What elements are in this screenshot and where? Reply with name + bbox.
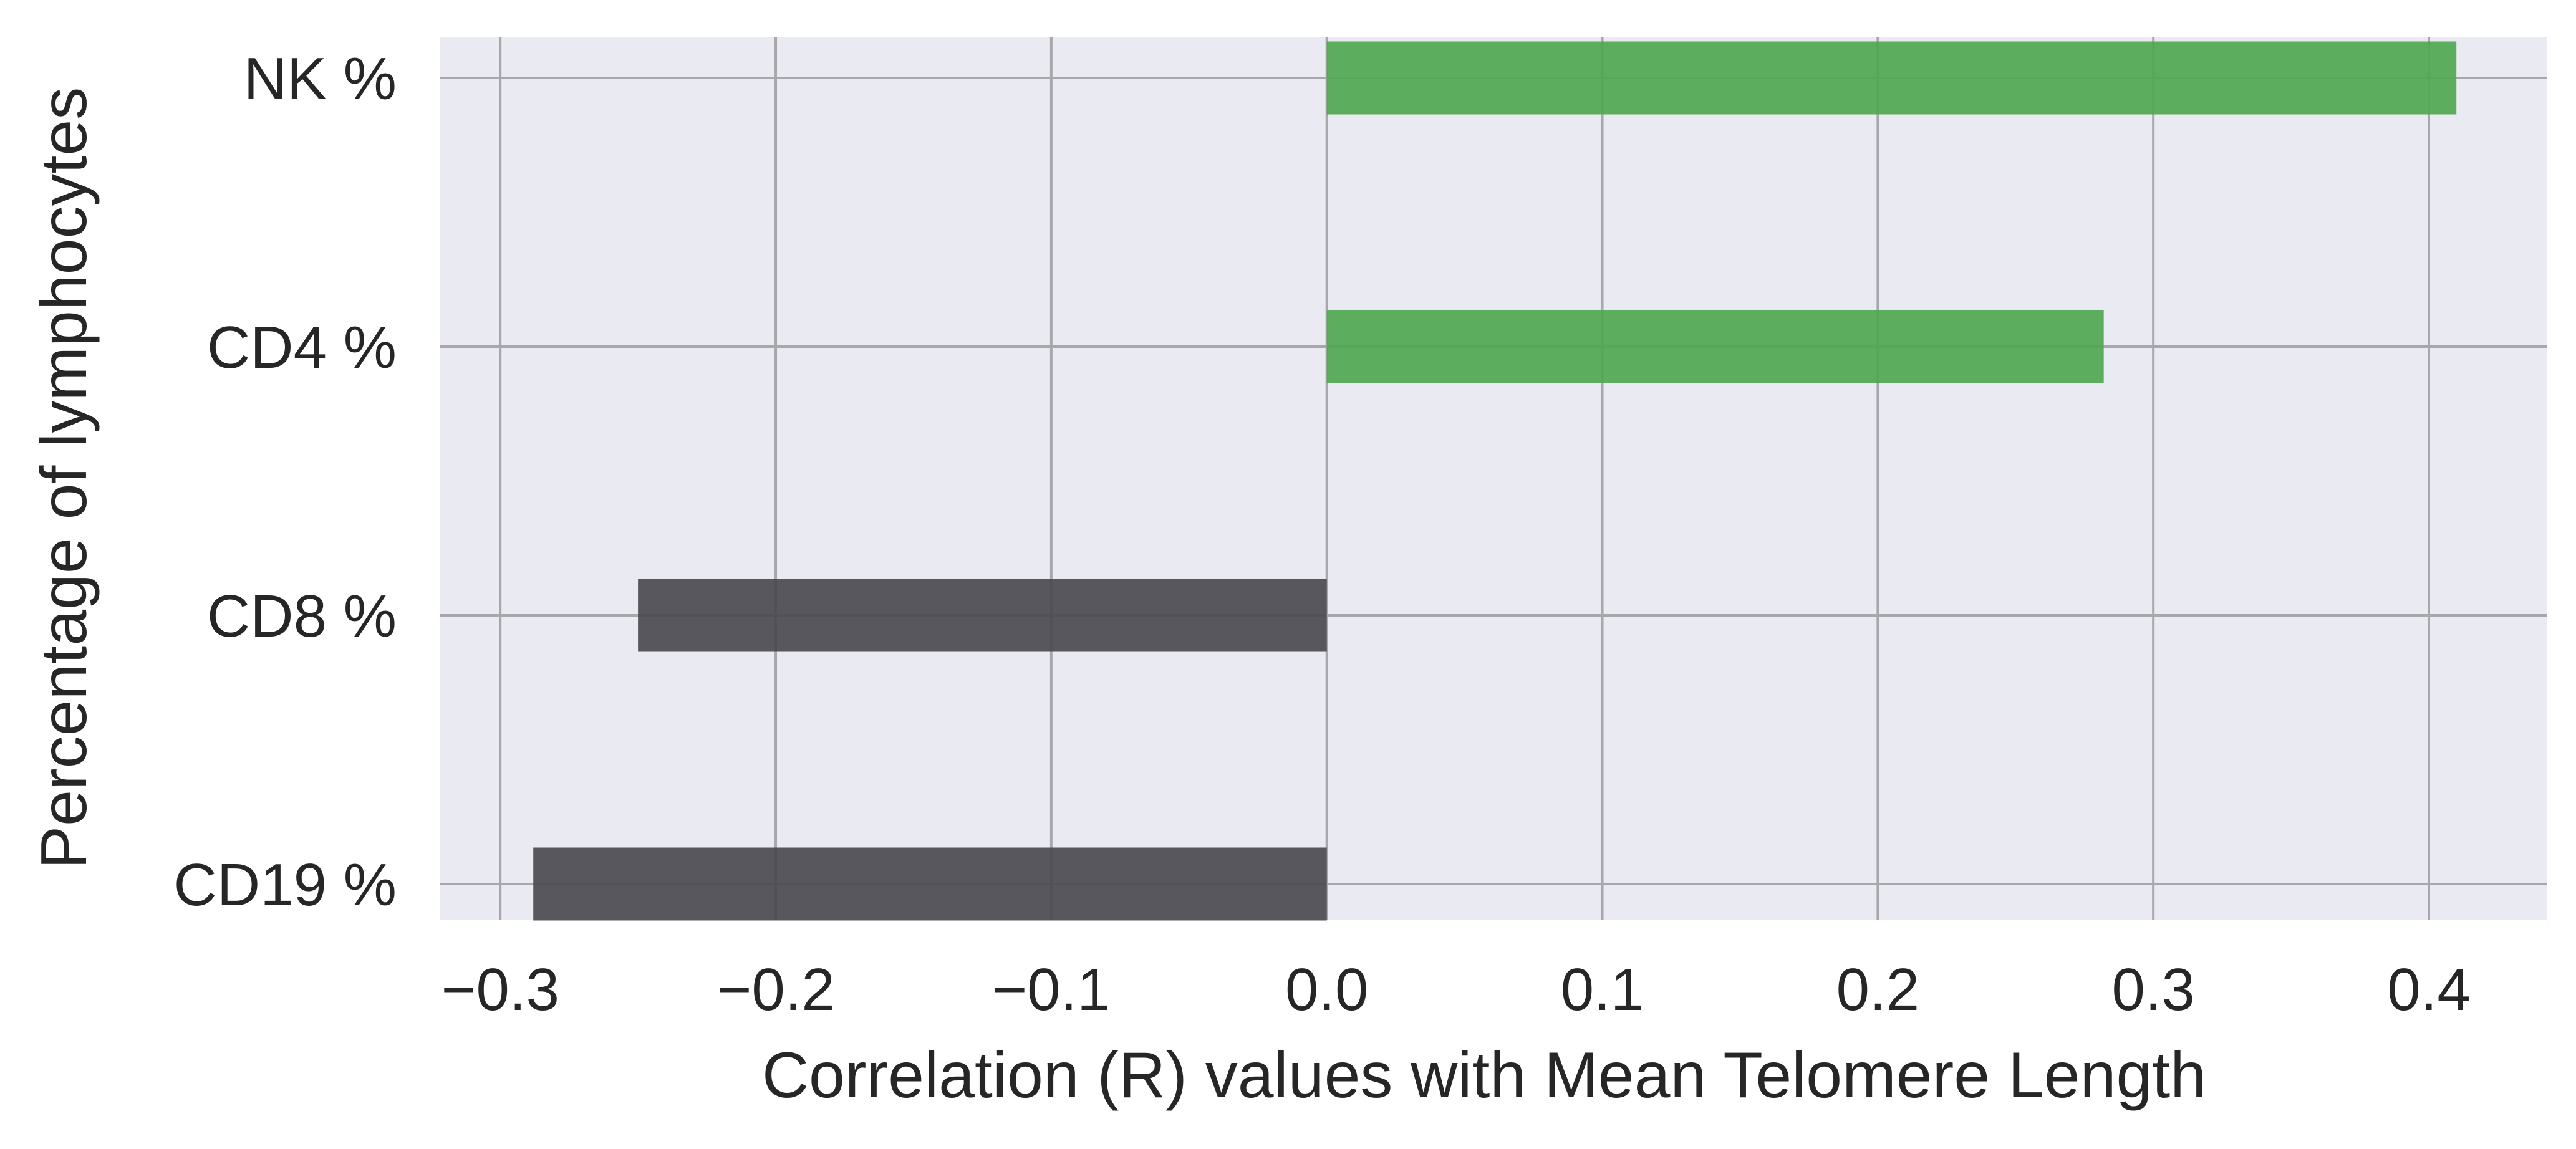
bar-nk — [1326, 41, 2457, 115]
bar-cd4 — [1326, 310, 2104, 383]
y-tick-label: CD8 % — [207, 583, 397, 650]
y-axis-label: Percentage of lymphocytes — [28, 87, 100, 869]
x-tick-labels: −0.3 −0.2 −0.1 0.0 0.1 0.2 0.3 0.4 — [441, 956, 2470, 1023]
x-tick-label: 0.1 — [1561, 956, 1644, 1023]
x-tick-label: 0.2 — [1836, 956, 1919, 1023]
bar-cd19 — [533, 847, 1327, 921]
y-tick-label: CD4 % — [207, 314, 397, 381]
bars — [533, 41, 2457, 921]
x-tick-label: −0.1 — [992, 956, 1111, 1023]
bar-cd8 — [638, 579, 1327, 652]
x-tick-label: 0.4 — [2387, 956, 2470, 1023]
x-tick-label: 0.0 — [1285, 956, 1368, 1023]
x-axis-label: Correlation (R) values with Mean Telomer… — [762, 1039, 2206, 1112]
x-tick-label: −0.3 — [441, 956, 559, 1023]
x-tick-label: 0.3 — [2111, 956, 2194, 1023]
y-tick-labels: NK % CD4 % CD8 % CD19 % — [174, 46, 397, 918]
y-tick-label: NK % — [244, 46, 397, 112]
plot-background — [440, 37, 2547, 920]
y-tick-label: CD19 % — [174, 852, 397, 918]
x-tick-label: −0.2 — [716, 956, 835, 1023]
